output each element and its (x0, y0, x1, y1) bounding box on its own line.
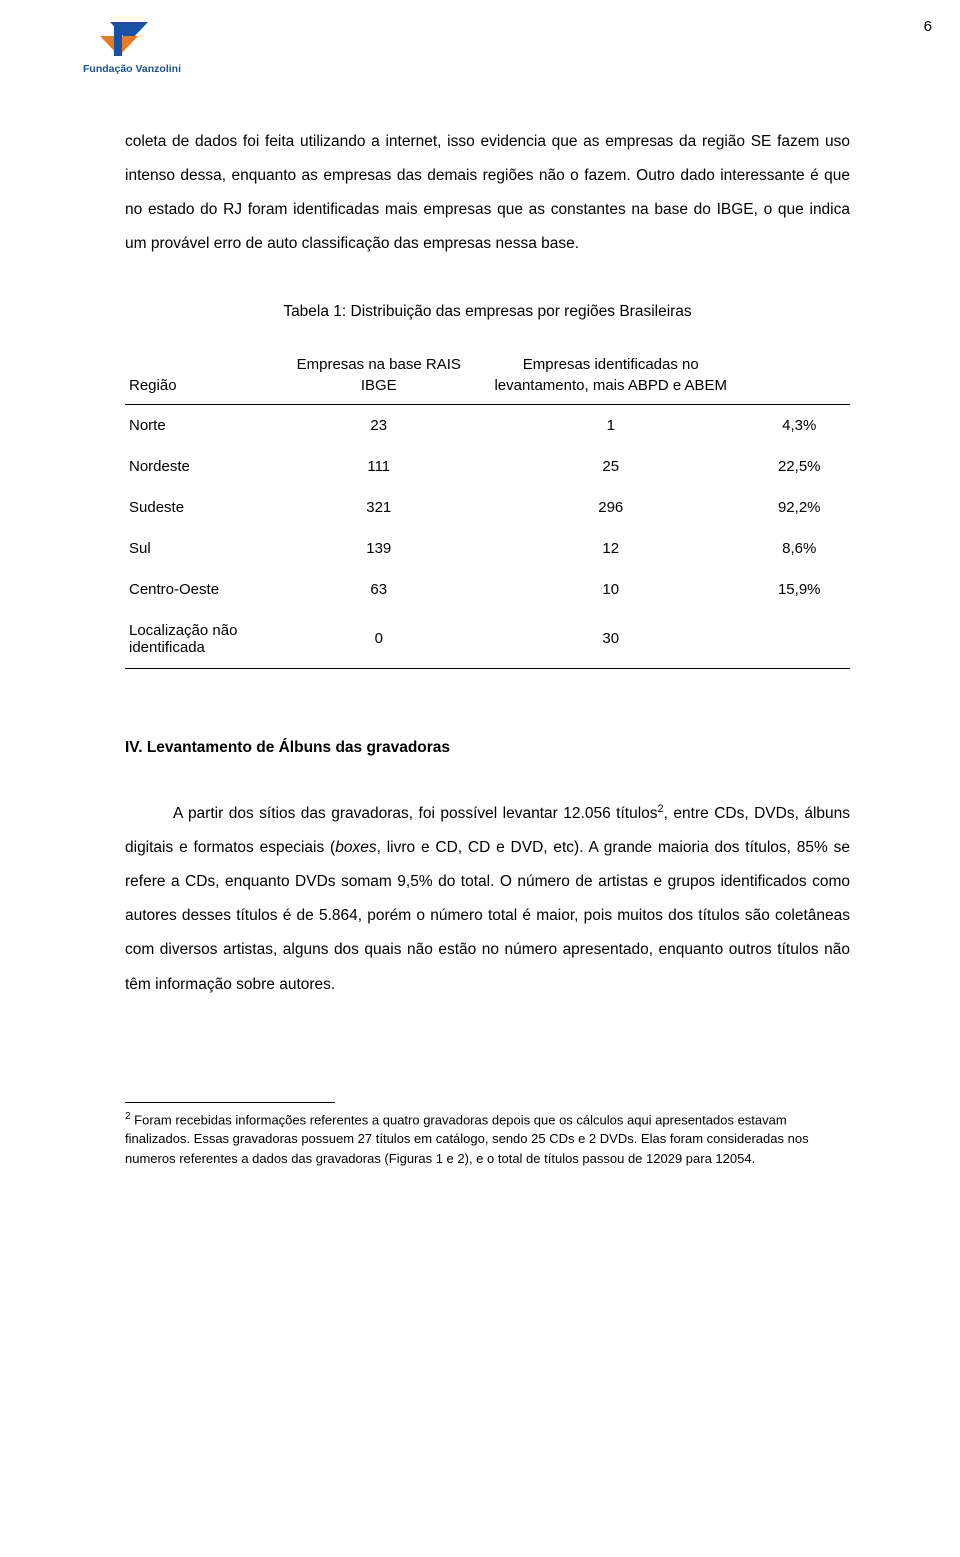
svg-text:Fundação Vanzolini: Fundação Vanzolini (83, 63, 181, 75)
col-header-ident-l1: Empresas identificadas no (523, 356, 699, 373)
table-distribuicao-empresas: Região Empresas na base RAIS IBGE Empres… (125, 349, 850, 669)
col-header-regiao: Região (125, 349, 285, 404)
cell-pct: 92,2% (749, 487, 851, 528)
table-header-row: Região Empresas na base RAIS IBGE Empres… (125, 349, 850, 404)
cell-pct: 4,3% (749, 404, 851, 446)
cell-identificadas: 25 (473, 446, 749, 487)
cell-regiao: Localização não identificada (125, 610, 285, 669)
table-row: Sudeste32129692,2% (125, 487, 850, 528)
col-header-rais-l1: Empresas na base RAIS (297, 356, 461, 373)
cell-identificadas: 30 (473, 610, 749, 669)
cell-rais: 63 (285, 569, 474, 610)
cell-identificadas: 10 (473, 569, 749, 610)
cell-rais: 0 (285, 610, 474, 669)
col-header-rais-l2: IBGE (361, 377, 397, 394)
table-row: Nordeste1112522,5% (125, 446, 850, 487)
cell-pct: 8,6% (749, 528, 851, 569)
cell-regiao: Nordeste (125, 446, 285, 487)
table-row: Centro-Oeste631015,9% (125, 569, 850, 610)
page-number: 6 (924, 18, 932, 35)
table-row: Norte2314,3% (125, 404, 850, 446)
table-title: Tabela 1: Distribuição das empresas por … (125, 303, 850, 321)
section-heading: IV. Levantamento de Álbuns das gravadora… (125, 739, 850, 757)
cell-regiao: Sul (125, 528, 285, 569)
logo-fundacao-vanzolini: Fundação Vanzolini (80, 20, 190, 85)
cell-rais: 139 (285, 528, 474, 569)
cell-rais: 111 (285, 446, 474, 487)
table-row: Localização não identificada030 (125, 610, 850, 669)
footnote-separator (125, 1102, 335, 1103)
cell-identificadas: 1 (473, 404, 749, 446)
col-header-pct (749, 349, 851, 404)
cell-regiao: Norte (125, 404, 285, 446)
table-row: Sul139128,6% (125, 528, 850, 569)
cell-identificadas: 12 (473, 528, 749, 569)
cell-regiao: Centro-Oeste (125, 569, 285, 610)
footnote-2: 2 Foram recebidas informações referentes… (125, 1109, 850, 1169)
cell-pct: 22,5% (749, 446, 851, 487)
col-header-rais: Empresas na base RAIS IBGE (285, 349, 474, 404)
cell-pct: 15,9% (749, 569, 851, 610)
page-content: coleta de dados foi feita utilizando a i… (125, 125, 850, 1168)
footnote-text: Foram recebidas informações referentes a… (125, 1112, 809, 1166)
cell-rais: 321 (285, 487, 474, 528)
col-header-identificadas: Empresas identificadas no levantamento, … (473, 349, 749, 404)
para2-text-a: A partir dos sítios das gravadoras, foi … (173, 805, 658, 822)
col-header-ident-l2: levantamento, mais ABPD e ABEM (494, 377, 727, 394)
para2-text-c: , livro e CD, CD e DVD, etc). A grande m… (125, 839, 850, 992)
cell-identificadas: 296 (473, 487, 749, 528)
cell-rais: 23 (285, 404, 474, 446)
paragraph-intro: coleta de dados foi feita utilizando a i… (125, 125, 850, 261)
para2-italic: boxes (335, 839, 376, 856)
cell-pct (749, 610, 851, 669)
cell-regiao: Sudeste (125, 487, 285, 528)
paragraph-levantamento: A partir dos sítios das gravadoras, foi … (125, 797, 850, 1002)
